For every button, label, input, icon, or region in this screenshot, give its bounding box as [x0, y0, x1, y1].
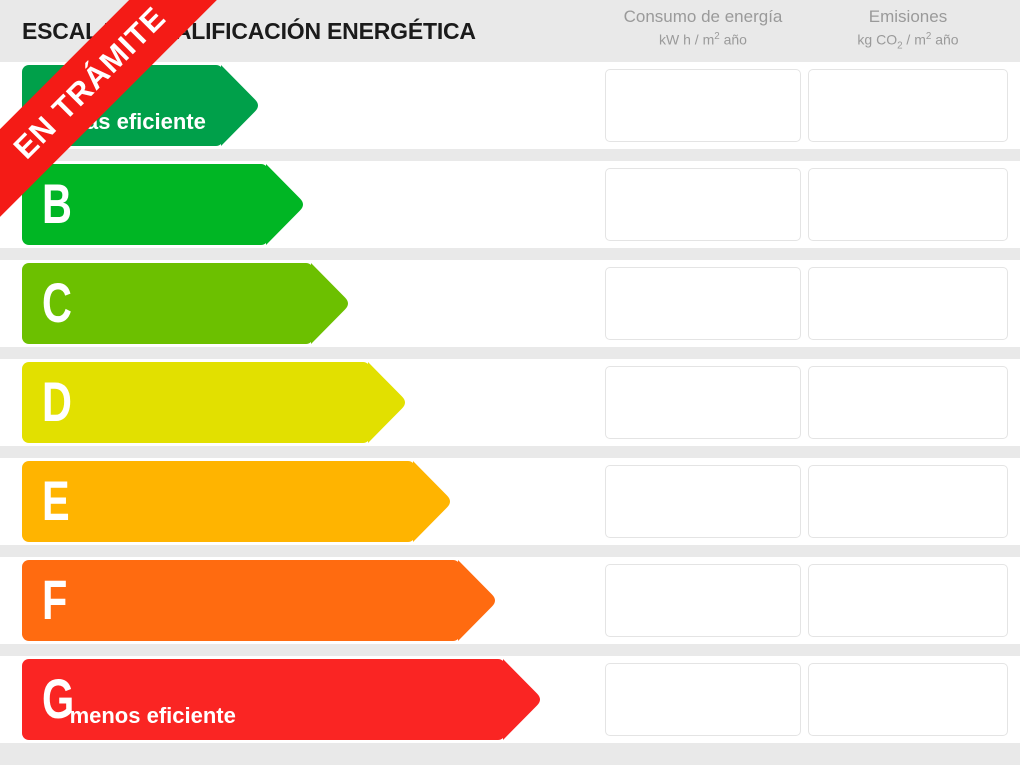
consumo-value-b[interactable]	[605, 168, 801, 241]
band-arrow-tip-icon	[368, 362, 408, 443]
most-efficient-label: más eficiente	[66, 108, 206, 134]
scale-header: ESCALA DE CALIFICACIÓN ENERGÉTICA Consum…	[0, 0, 1020, 62]
consumo-value-a[interactable]	[605, 69, 801, 142]
band-arrow-tip-icon	[458, 560, 498, 641]
band-arrow-tip-icon	[413, 461, 453, 542]
band-letter-c: C	[42, 270, 72, 334]
least-efficient-label: menos eficiente	[69, 702, 236, 728]
band-letter-f: F	[42, 567, 68, 631]
band-arrow-tip-icon	[503, 659, 543, 740]
emisiones-value-b[interactable]	[808, 168, 1008, 241]
consumo-value-c[interactable]	[605, 267, 801, 340]
band-letter-g: G	[42, 666, 75, 730]
column-header-consumo-label: Consumo de energía	[623, 7, 783, 26]
consumo-value-e[interactable]	[605, 465, 801, 538]
emisiones-value-a[interactable]	[808, 69, 1008, 142]
band-letter-b: B	[42, 171, 72, 235]
emisiones-unit-mid: / m	[902, 31, 926, 48]
consumo-value-g[interactable]	[605, 663, 801, 736]
column-header-consumo: Consumo de energía kW h / m2 año	[605, 6, 801, 49]
emisiones-value-c[interactable]	[808, 267, 1008, 340]
rating-row-f: F	[0, 557, 1020, 644]
column-header-emisiones-units: kg CO2 / m2 año	[808, 31, 1008, 53]
rating-row-e: E	[0, 458, 1020, 545]
emisiones-value-d[interactable]	[808, 366, 1008, 439]
rating-row-b: B	[0, 161, 1020, 248]
band-arrow-tip-icon	[221, 65, 261, 146]
rating-row-c: C	[0, 260, 1020, 347]
emisiones-value-f[interactable]	[808, 564, 1008, 637]
band-letter-e: E	[42, 468, 70, 532]
column-header-emisiones-label: Emisiones	[868, 7, 948, 26]
emisiones-value-e[interactable]	[808, 465, 1008, 538]
emisiones-unit-suffix: año	[931, 31, 959, 48]
energy-band-c[interactable]: C	[22, 263, 348, 344]
consumo-unit-prefix: kW h / m	[659, 31, 715, 48]
consumo-value-f[interactable]	[605, 564, 801, 637]
energy-band-b[interactable]: B	[22, 164, 303, 245]
energy-band-d[interactable]: D	[22, 362, 405, 443]
band-arrow-tip-icon	[311, 263, 351, 344]
band-letter-d: D	[42, 369, 72, 433]
consumo-unit-exponent: 2	[714, 30, 720, 42]
consumo-value-d[interactable]	[605, 366, 801, 439]
column-header-emisiones: Emisiones kg CO2 / m2 año	[808, 6, 1008, 53]
column-header-consumo-units: kW h / m2 año	[605, 31, 801, 50]
rating-row-d: D	[0, 359, 1020, 446]
emisiones-unit-co2-subscript: 2	[897, 40, 903, 52]
emisiones-value-g[interactable]	[808, 663, 1008, 736]
emisiones-unit-exponent: 2	[925, 30, 932, 42]
energy-band-f[interactable]: F	[22, 560, 495, 641]
consumo-unit-suffix: año	[719, 31, 747, 48]
band-arrow-tip-icon	[266, 164, 306, 245]
page-title: ESCALA DE CALIFICACIÓN ENERGÉTICA	[22, 18, 476, 44]
emisiones-unit-prefix: kg CO	[857, 31, 898, 48]
energy-band-e[interactable]: E	[22, 461, 450, 542]
